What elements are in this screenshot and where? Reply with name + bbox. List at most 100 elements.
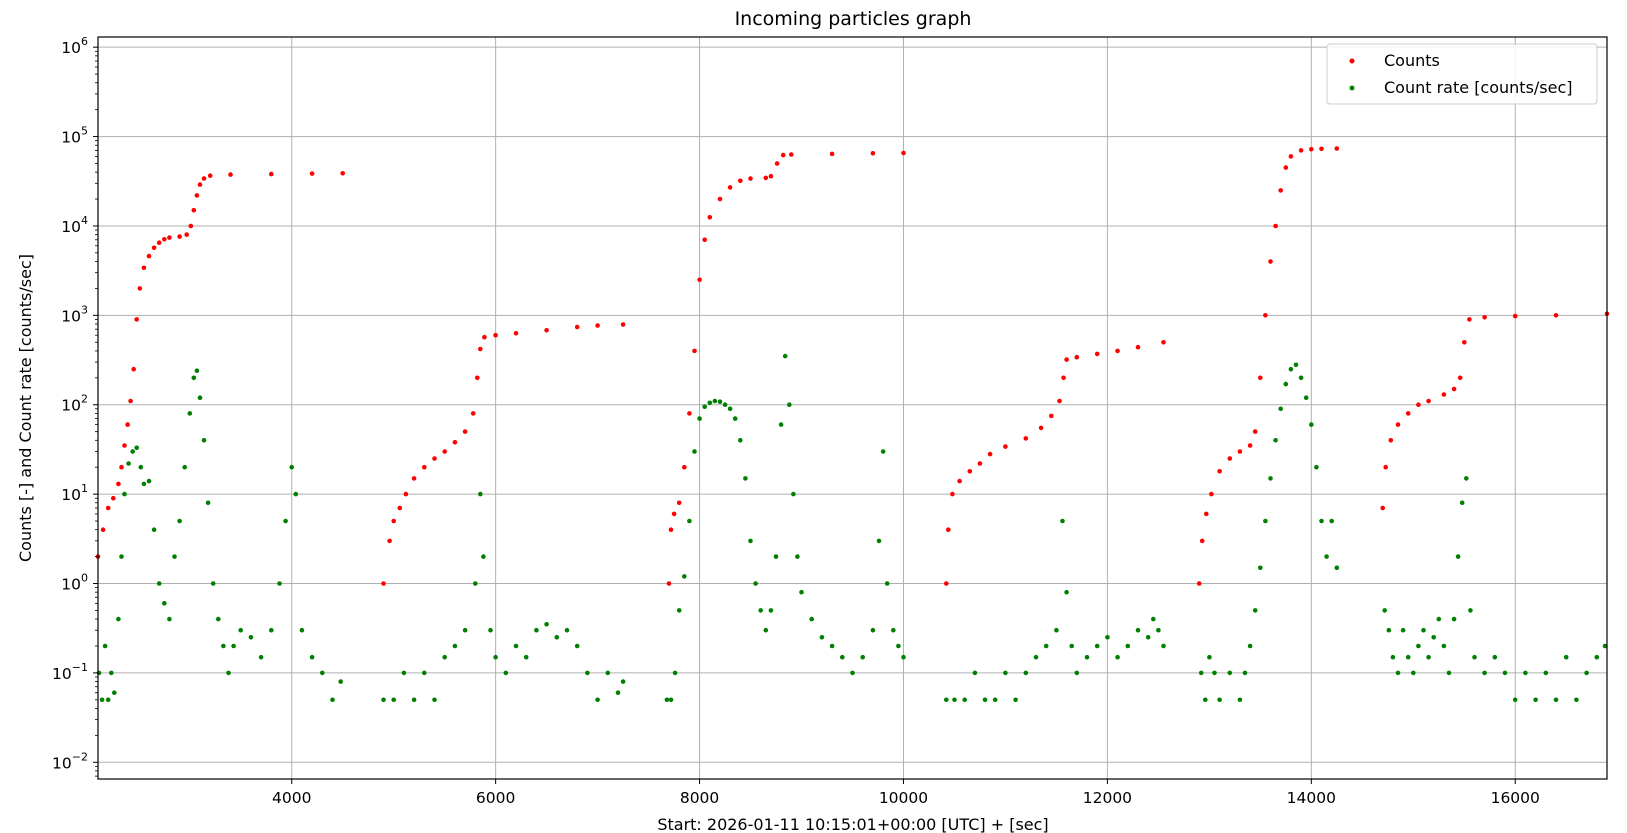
count-rate-point — [1334, 565, 1340, 571]
count-rate-point — [722, 402, 728, 408]
count-rate-point — [1263, 518, 1268, 524]
legend-marker-count-rate — [1349, 85, 1355, 91]
count-rate-point — [896, 643, 901, 649]
y-tick-label: 103 — [61, 303, 88, 325]
counts-point — [1334, 146, 1340, 151]
count-rate-point — [1135, 627, 1141, 633]
counts-point — [1003, 444, 1008, 449]
count-rate-point — [664, 697, 670, 703]
counts-point — [1057, 398, 1062, 404]
counts-point — [1252, 429, 1258, 434]
counts-point — [697, 277, 702, 283]
counts-point — [987, 451, 993, 457]
counts-point — [340, 171, 346, 176]
counts-point — [482, 334, 487, 340]
count-rate-point — [1324, 554, 1329, 559]
counts-point — [475, 375, 480, 381]
count-rate-point — [1574, 697, 1579, 703]
count-rate-point — [177, 518, 182, 524]
counts-point — [789, 152, 794, 157]
count-rate-point — [1094, 643, 1100, 649]
count-rate-point — [1436, 616, 1442, 622]
count-rate-point — [717, 399, 723, 405]
count-rate-point — [105, 697, 111, 703]
count-rate-point — [1273, 438, 1278, 443]
counts-point — [1023, 436, 1029, 441]
count-rate-point — [697, 416, 702, 421]
y-tick-label: 106 — [61, 35, 88, 57]
count-rate-point — [870, 627, 876, 633]
count-rate-point — [1400, 627, 1406, 633]
count-rate-point — [702, 404, 707, 410]
count-rate-point — [1563, 654, 1569, 660]
count-rate-point — [146, 478, 152, 484]
count-rate-point — [216, 616, 221, 622]
count-rate-point — [1382, 608, 1387, 613]
count-rate-point — [944, 697, 949, 703]
count-rate-point — [109, 670, 114, 676]
count-rate-point — [768, 608, 774, 613]
counts-point — [309, 171, 315, 176]
count-rate-point — [523, 654, 529, 660]
count-rate-point — [850, 670, 855, 676]
count-rate-point — [1207, 654, 1212, 660]
count-rate-point — [1242, 670, 1248, 676]
count-rate-point — [1115, 654, 1120, 660]
count-rate-point — [1278, 406, 1283, 412]
count-rate-point — [513, 643, 519, 649]
count-rate-point — [1252, 608, 1258, 613]
count-rate-point — [1074, 670, 1080, 676]
counts-point — [1061, 375, 1066, 381]
counts-point — [411, 476, 417, 481]
count-rate-point — [1451, 616, 1457, 622]
counts-point — [111, 495, 116, 501]
count-rate-point — [1523, 670, 1528, 676]
count-rate-point — [743, 476, 748, 481]
counts-point — [1237, 449, 1243, 454]
counts-point — [738, 178, 743, 184]
count-rate-point — [1464, 476, 1469, 481]
y-tick-label: 104 — [61, 214, 88, 236]
count-rate-point — [585, 670, 590, 676]
counts-point — [668, 527, 674, 532]
counts-point — [620, 322, 626, 327]
count-rate-point — [1145, 635, 1151, 640]
count-rate-point — [1390, 654, 1396, 660]
counts-point — [829, 151, 835, 157]
count-rate-point — [880, 449, 886, 454]
count-rate-point — [126, 461, 131, 466]
counts-point — [162, 237, 167, 242]
count-rate-point — [1217, 697, 1222, 703]
count-rate-point — [330, 697, 335, 703]
count-rate-point — [1426, 654, 1431, 660]
y-tick-label: 10−2 — [52, 750, 88, 772]
count-rate-point — [1084, 654, 1090, 660]
count-rate-point — [1151, 616, 1156, 622]
counts-point — [1209, 491, 1214, 497]
counts-point — [950, 491, 955, 497]
counts-point — [478, 346, 483, 352]
counts-point — [1263, 313, 1268, 318]
counts-point — [391, 518, 397, 524]
legend-label-counts: Counts — [1384, 51, 1440, 70]
count-rate-point — [1482, 670, 1487, 676]
count-rate-point — [876, 538, 882, 544]
count-rate-point — [194, 368, 200, 374]
counts-point — [105, 505, 111, 511]
counts-point — [870, 151, 876, 156]
count-rate-point — [773, 554, 779, 559]
count-rate-point — [1314, 464, 1319, 470]
chart-title: Incoming particles graph — [735, 8, 972, 30]
y-axis-label: Counts [-] and Count rate [counts/sec] — [16, 254, 35, 562]
count-rate-point — [432, 697, 437, 703]
counts-point — [119, 464, 124, 470]
counts-point — [1283, 165, 1289, 170]
counts-point — [146, 253, 152, 259]
counts-point — [1115, 348, 1120, 354]
counts-point — [442, 449, 448, 454]
grid-lines — [98, 37, 1607, 779]
count-rate-point — [130, 449, 135, 454]
count-rate-point — [595, 697, 600, 703]
legend: Counts Count rate [counts/sec] — [1326, 43, 1598, 105]
